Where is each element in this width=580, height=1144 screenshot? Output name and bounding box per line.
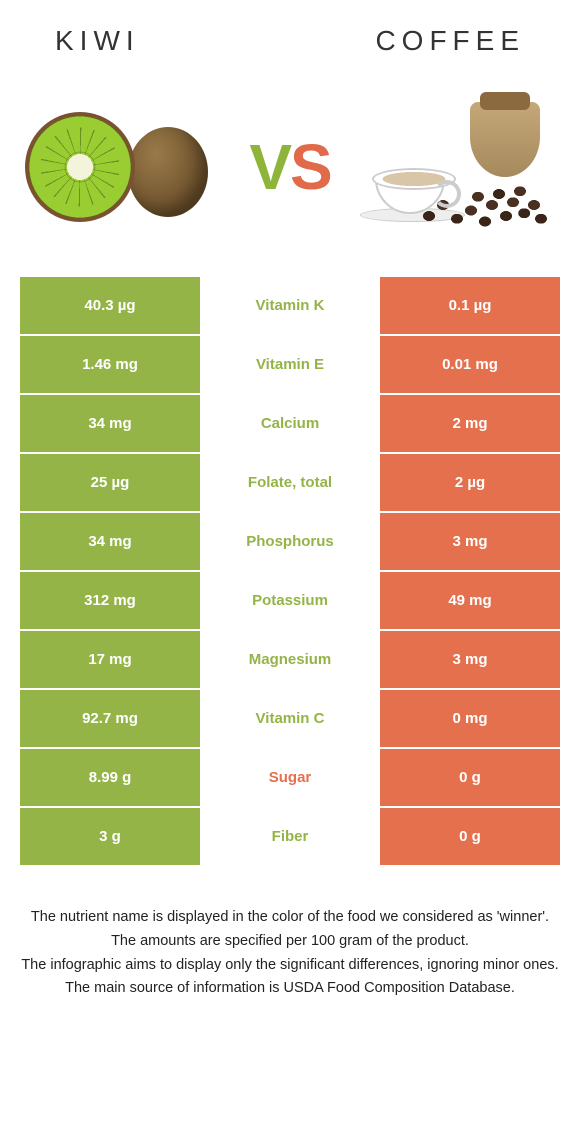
right-value: 0 mg <box>380 690 560 749</box>
right-value: 3 mg <box>380 513 560 572</box>
left-value: 312 mg <box>20 572 200 631</box>
footer-notes: The nutrient name is displayed in the co… <box>0 867 580 1000</box>
nutrient-label: Vitamin C <box>200 690 380 749</box>
right-value: 3 mg <box>380 631 560 690</box>
vs-label: VS <box>249 130 330 204</box>
left-value: 1.46 mg <box>20 336 200 395</box>
left-value: 25 µg <box>20 454 200 513</box>
footer-line: The main source of information is USDA F… <box>20 978 560 1000</box>
title-right: Coffee <box>375 25 525 57</box>
right-value: 2 µg <box>380 454 560 513</box>
table-row: 312 mgPotassium49 mg <box>20 572 560 631</box>
left-value: 34 mg <box>20 513 200 572</box>
right-value: 0.01 mg <box>380 336 560 395</box>
table-row: 34 mgPhosphorus3 mg <box>20 513 560 572</box>
left-value: 40.3 µg <box>20 277 200 336</box>
left-value: 92.7 mg <box>20 690 200 749</box>
header: Kiwi Coffee <box>0 0 580 67</box>
nutrient-label: Vitamin K <box>200 277 380 336</box>
kiwi-image <box>20 97 220 237</box>
table-row: 25 µgFolate, total2 µg <box>20 454 560 513</box>
right-value: 2 mg <box>380 395 560 454</box>
left-value: 3 g <box>20 808 200 867</box>
left-value: 8.99 g <box>20 749 200 808</box>
table-row: 3 gFiber0 g <box>20 808 560 867</box>
nutrient-label: Vitamin E <box>200 336 380 395</box>
table-row: 17 mgMagnesium3 mg <box>20 631 560 690</box>
nutrient-label: Fiber <box>200 808 380 867</box>
nutrient-label: Potassium <box>200 572 380 631</box>
left-value: 17 mg <box>20 631 200 690</box>
right-value: 0.1 µg <box>380 277 560 336</box>
table-row: 34 mgCalcium2 mg <box>20 395 560 454</box>
nutrient-label: Folate, total <box>200 454 380 513</box>
comparison-table: 40.3 µgVitamin K0.1 µg1.46 mgVitamin E0.… <box>20 277 560 867</box>
nutrient-label: Phosphorus <box>200 513 380 572</box>
footer-line: The infographic aims to display only the… <box>20 955 560 977</box>
right-value: 0 g <box>380 749 560 808</box>
table-row: 92.7 mgVitamin C0 mg <box>20 690 560 749</box>
footer-line: The nutrient name is displayed in the co… <box>20 907 560 929</box>
nutrient-label: Sugar <box>200 749 380 808</box>
vs-v: V <box>249 131 290 203</box>
table-row: 8.99 gSugar0 g <box>20 749 560 808</box>
right-value: 49 mg <box>380 572 560 631</box>
coffee-image <box>360 97 560 237</box>
nutrient-label: Calcium <box>200 395 380 454</box>
left-value: 34 mg <box>20 395 200 454</box>
hero-row: VS <box>0 67 580 277</box>
table-row: 1.46 mgVitamin E0.01 mg <box>20 336 560 395</box>
nutrient-label: Magnesium <box>200 631 380 690</box>
right-value: 0 g <box>380 808 560 867</box>
title-left: Kiwi <box>55 25 140 57</box>
table-row: 40.3 µgVitamin K0.1 µg <box>20 277 560 336</box>
footer-line: The amounts are specified per 100 gram o… <box>20 931 560 953</box>
vs-s: S <box>290 131 331 203</box>
